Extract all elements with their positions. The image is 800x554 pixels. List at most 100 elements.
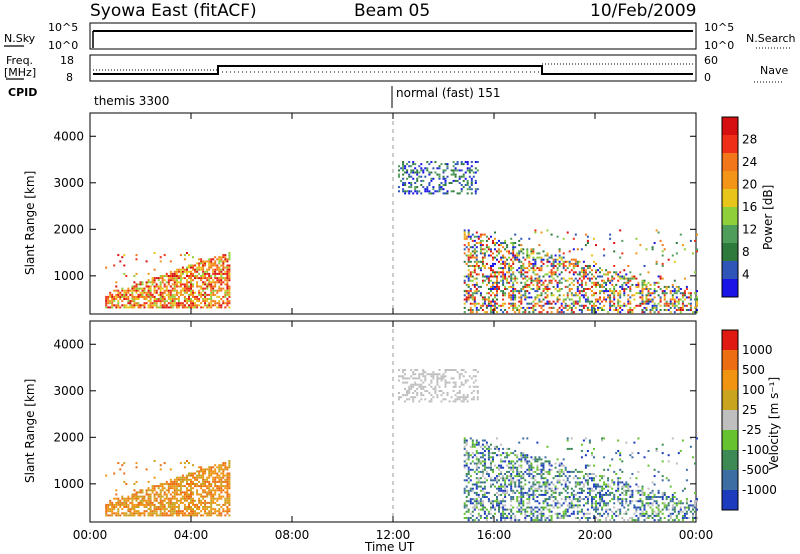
echo-cell — [141, 503, 144, 506]
echo-cell — [467, 491, 470, 494]
echo-cell — [637, 470, 640, 473]
echo-cell — [643, 456, 646, 459]
echo-cell — [568, 283, 571, 286]
echo-cell — [621, 481, 624, 484]
echo-cell — [597, 283, 599, 286]
echo-cell — [216, 476, 219, 479]
echo-cell — [679, 233, 682, 236]
echo-cell — [472, 381, 475, 384]
echo-cell — [420, 175, 423, 178]
echo-cell — [580, 489, 583, 492]
echo-cell — [548, 487, 551, 490]
echo-cell — [595, 510, 597, 513]
echo-cell — [473, 285, 476, 288]
echo-cell — [603, 481, 606, 484]
echo-cell — [508, 275, 511, 278]
echo-cell — [560, 491, 563, 494]
echo-cell — [649, 506, 652, 509]
echo-cell — [157, 298, 160, 300]
nave-tick-bottom: 0 — [704, 71, 711, 84]
echo-cell — [490, 304, 492, 307]
echo-cell — [210, 304, 213, 307]
echo-cell — [526, 493, 529, 496]
echo-cell — [398, 392, 400, 394]
echo-cell — [179, 476, 182, 479]
echo-cell — [179, 483, 182, 485]
echo-cell — [564, 483, 567, 486]
echo-cell — [204, 468, 207, 471]
echo-cell — [226, 266, 229, 269]
echo-cell — [181, 478, 184, 481]
echo-cell — [696, 302, 698, 305]
echo-cell — [485, 277, 488, 280]
echo-cell — [621, 485, 624, 488]
echo-cell — [528, 254, 531, 257]
echo-cell — [651, 248, 654, 251]
echo-cell — [226, 493, 229, 496]
echo-cell — [133, 302, 136, 305]
echo-cell — [159, 304, 162, 307]
echo-cell — [641, 510, 644, 513]
echo-cell — [198, 474, 201, 477]
echo-cell — [194, 264, 196, 267]
echo-cell — [208, 304, 211, 307]
echo-cell — [544, 296, 547, 299]
echo-cell — [623, 485, 626, 488]
echo-cell — [639, 304, 642, 307]
echo-cell — [665, 302, 668, 305]
echo-cell — [467, 269, 470, 272]
echo-cell — [222, 266, 225, 269]
echo-cell — [659, 510, 662, 513]
power-ylabel: Slant Range [km] — [23, 171, 37, 275]
echo-cell — [467, 510, 470, 513]
echo-cell — [196, 485, 199, 488]
echo-cell — [135, 510, 138, 513]
echo-cell — [420, 167, 423, 170]
echo-cell — [212, 272, 215, 275]
echo-cell — [475, 260, 478, 263]
echo-cell — [540, 260, 543, 263]
echo-cell — [127, 497, 130, 500]
echo-cell — [576, 504, 579, 507]
echo-cell — [603, 483, 606, 486]
echo-cell — [485, 514, 488, 517]
echo-cell — [591, 294, 593, 297]
echo-cell — [208, 266, 211, 269]
echo-cell — [414, 163, 417, 166]
echo-cell — [487, 466, 490, 469]
echo-cell — [183, 493, 186, 496]
echo-cell — [471, 298, 474, 301]
echo-cell — [518, 290, 521, 293]
echo-cell — [218, 514, 221, 517]
echo-cell — [206, 293, 209, 296]
echo-cell — [572, 504, 575, 507]
echo-cell — [206, 287, 209, 290]
echo-cell — [188, 300, 190, 303]
echo-cell — [566, 508, 569, 511]
echo-cell — [601, 498, 604, 501]
echo-cell — [228, 497, 231, 500]
echo-cell — [675, 502, 678, 505]
echo-cell — [418, 171, 421, 174]
echo-cell — [655, 447, 658, 450]
echo-cell — [479, 477, 482, 480]
echo-cell — [181, 474, 184, 477]
echo-cell — [131, 501, 134, 504]
echo-cell — [572, 265, 575, 267]
echo-cell — [508, 306, 511, 309]
echo-cell — [494, 296, 496, 299]
echo-cell — [463, 441, 466, 444]
echo-cell — [514, 491, 517, 494]
echo-cell — [657, 294, 660, 297]
echo-cell — [469, 279, 472, 282]
echo-cell — [540, 464, 543, 467]
echo-cell — [512, 281, 515, 284]
echo-cell — [477, 458, 480, 461]
echo-cell — [147, 304, 150, 307]
echo-cell — [483, 450, 486, 452]
echo-cell — [548, 473, 551, 475]
echo-cell — [137, 506, 140, 508]
echo-cell — [673, 298, 676, 301]
echo-cell — [645, 498, 648, 501]
echo-cell — [578, 277, 581, 280]
